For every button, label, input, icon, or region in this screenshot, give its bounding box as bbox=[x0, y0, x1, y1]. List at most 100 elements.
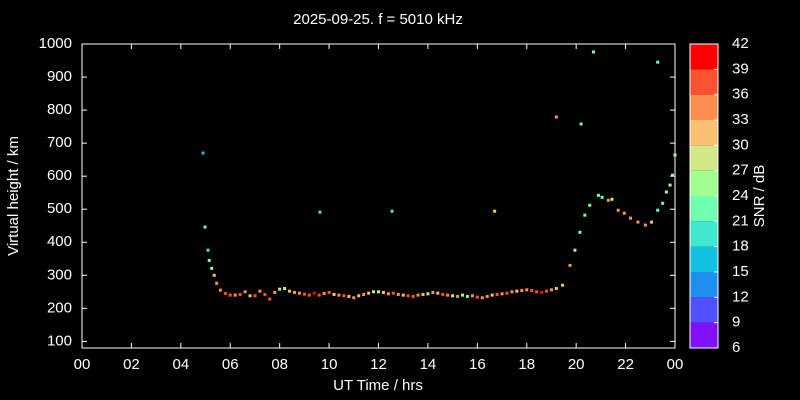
y-tick-label: 1000 bbox=[39, 35, 72, 52]
x-tick-label: 08 bbox=[271, 356, 288, 373]
data-point bbox=[362, 292, 366, 296]
colorbar-tick-label: 33 bbox=[732, 111, 749, 128]
data-point bbox=[233, 293, 237, 297]
colorbar-band bbox=[690, 170, 718, 196]
y-tick-label: 400 bbox=[47, 233, 72, 250]
data-point bbox=[342, 294, 346, 298]
colorbar-tick-label: 6 bbox=[732, 339, 740, 356]
colorbar-band bbox=[690, 221, 718, 247]
data-point bbox=[372, 290, 376, 294]
data-point bbox=[480, 296, 484, 300]
x-tick-label: 04 bbox=[172, 356, 189, 373]
data-point bbox=[505, 291, 509, 295]
data-point bbox=[357, 294, 361, 298]
data-point bbox=[493, 209, 497, 213]
data-point bbox=[673, 153, 677, 157]
data-point bbox=[238, 292, 242, 296]
data-point bbox=[554, 287, 558, 291]
colorbar-band bbox=[690, 69, 718, 95]
data-point bbox=[530, 289, 534, 293]
data-point bbox=[203, 225, 207, 229]
data-point bbox=[292, 290, 296, 294]
x-tick-label: 00 bbox=[74, 356, 91, 373]
data-point bbox=[273, 290, 277, 294]
y-tick-label: 100 bbox=[47, 332, 72, 349]
data-point bbox=[573, 248, 577, 252]
colorbar-tick-label: 24 bbox=[732, 187, 749, 204]
data-point bbox=[636, 220, 640, 224]
chart-title: 2025-09-25. f = 5010 kHz bbox=[293, 11, 463, 28]
data-point bbox=[600, 195, 604, 199]
colorbar-tick-label: 30 bbox=[732, 136, 749, 153]
data-point bbox=[426, 292, 430, 296]
data-point bbox=[520, 289, 524, 293]
colorbar-band bbox=[690, 297, 718, 323]
data-point bbox=[456, 294, 460, 298]
data-point bbox=[347, 294, 351, 298]
data-point bbox=[416, 293, 420, 297]
data-point bbox=[441, 292, 445, 296]
data-point bbox=[535, 290, 539, 294]
data-point bbox=[337, 293, 341, 297]
data-point bbox=[248, 294, 252, 298]
colorbar-tick-label: 39 bbox=[732, 60, 749, 77]
colorbar-band bbox=[690, 272, 718, 298]
data-point bbox=[332, 292, 336, 296]
y-tick-label: 600 bbox=[47, 167, 72, 184]
data-point bbox=[643, 223, 647, 227]
data-point bbox=[421, 292, 425, 296]
colorbar-band bbox=[690, 94, 718, 120]
data-point bbox=[436, 291, 440, 295]
y-tick-label: 800 bbox=[47, 101, 72, 118]
x-tick-label: 00 bbox=[667, 356, 684, 373]
x-tick-label: 02 bbox=[123, 356, 140, 373]
colorbar-tick-label: 36 bbox=[732, 86, 749, 103]
x-tick-label: 20 bbox=[568, 356, 585, 373]
y-tick-label: 900 bbox=[47, 68, 72, 85]
data-point bbox=[451, 294, 455, 298]
data-point bbox=[583, 213, 587, 217]
x-axis-label: UT Time / hrs bbox=[333, 377, 423, 394]
plot-frame bbox=[81, 43, 676, 349]
colorbar-band bbox=[690, 145, 718, 171]
colorbar-band bbox=[690, 120, 718, 146]
data-point bbox=[218, 288, 222, 292]
data-point bbox=[622, 211, 626, 215]
data-point bbox=[500, 292, 504, 296]
data-point bbox=[515, 289, 519, 293]
data-point bbox=[302, 292, 306, 296]
data-point bbox=[475, 295, 479, 299]
data-point bbox=[406, 294, 410, 298]
data-point bbox=[490, 293, 494, 297]
data-point bbox=[312, 291, 316, 295]
data-point bbox=[215, 281, 219, 285]
x-tick-label: 12 bbox=[370, 356, 387, 373]
data-point bbox=[431, 290, 435, 294]
x-tick-label: 18 bbox=[518, 356, 535, 373]
data-point bbox=[650, 220, 654, 224]
data-point bbox=[411, 294, 415, 298]
data-point bbox=[396, 292, 400, 296]
data-point bbox=[578, 230, 582, 234]
colorbar-band bbox=[690, 44, 718, 70]
data-point bbox=[495, 292, 499, 296]
colorbar-tick-label: 12 bbox=[732, 288, 749, 305]
data-point bbox=[210, 266, 214, 270]
data-point bbox=[288, 289, 292, 293]
data-point bbox=[588, 203, 592, 207]
data-point bbox=[327, 290, 331, 294]
colorbar-label: SNR / dB bbox=[751, 165, 768, 228]
data-point bbox=[283, 287, 287, 291]
y-tick-label: 500 bbox=[47, 200, 72, 217]
colorbar-band bbox=[690, 196, 718, 222]
y-tick-label: 300 bbox=[47, 266, 72, 283]
data-point bbox=[554, 115, 558, 119]
data-point bbox=[656, 208, 660, 212]
data-point bbox=[278, 287, 282, 291]
data-point bbox=[253, 294, 257, 298]
data-point bbox=[268, 297, 272, 301]
data-point bbox=[391, 291, 395, 295]
data-point bbox=[545, 289, 549, 293]
x-tick-label: 10 bbox=[321, 356, 338, 373]
data-point bbox=[616, 208, 620, 212]
